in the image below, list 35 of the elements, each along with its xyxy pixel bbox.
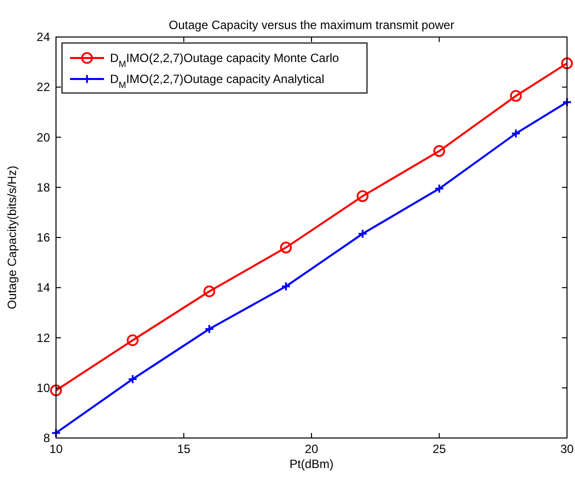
x-tick-label: 20 (304, 442, 318, 456)
y-tick-label: 12 (36, 330, 50, 345)
point (50, 384, 62, 396)
point (51, 428, 61, 438)
y-tick-label: 22 (36, 80, 50, 94)
point (562, 97, 572, 108)
y-tick-label: 14 (36, 280, 50, 295)
chart-title: Outage Capacity versus the maximum transmit power (168, 18, 454, 32)
point (356, 190, 368, 202)
point (128, 374, 138, 384)
point (126, 334, 139, 346)
point (280, 242, 292, 254)
point (433, 145, 446, 157)
y-tick-label: 16 (36, 230, 50, 244)
point (561, 57, 573, 70)
y-tick-label: 10 (36, 380, 50, 395)
point (203, 285, 216, 298)
y-tick-label: 18 (36, 180, 50, 194)
x-tick-label: 15 (177, 442, 191, 456)
x-tick-label: 10 (49, 442, 63, 456)
y-tick-label: 24 (36, 30, 50, 44)
point (510, 90, 522, 102)
point (358, 228, 368, 239)
legend-label: D$_{M}$IMO(2,2,7)Outage capacity Analytical (110, 72, 324, 90)
legend-label: D$_{M}$IMO(2,2,7)Outage capacity Monte Carlo (110, 51, 340, 69)
point (281, 281, 291, 292)
x-axis-title: Pt(dBm) (289, 457, 334, 471)
point (511, 128, 521, 138)
point (204, 324, 214, 334)
y-axis-title: Outage Capacity(bits/s/Hz) (5, 166, 19, 310)
y-tick-label: 20 (36, 130, 50, 144)
point (434, 184, 444, 194)
x-tick-label: 25 (432, 442, 446, 456)
y-tick-label: 8 (43, 431, 50, 445)
x-tick-label: 30 (560, 442, 574, 456)
